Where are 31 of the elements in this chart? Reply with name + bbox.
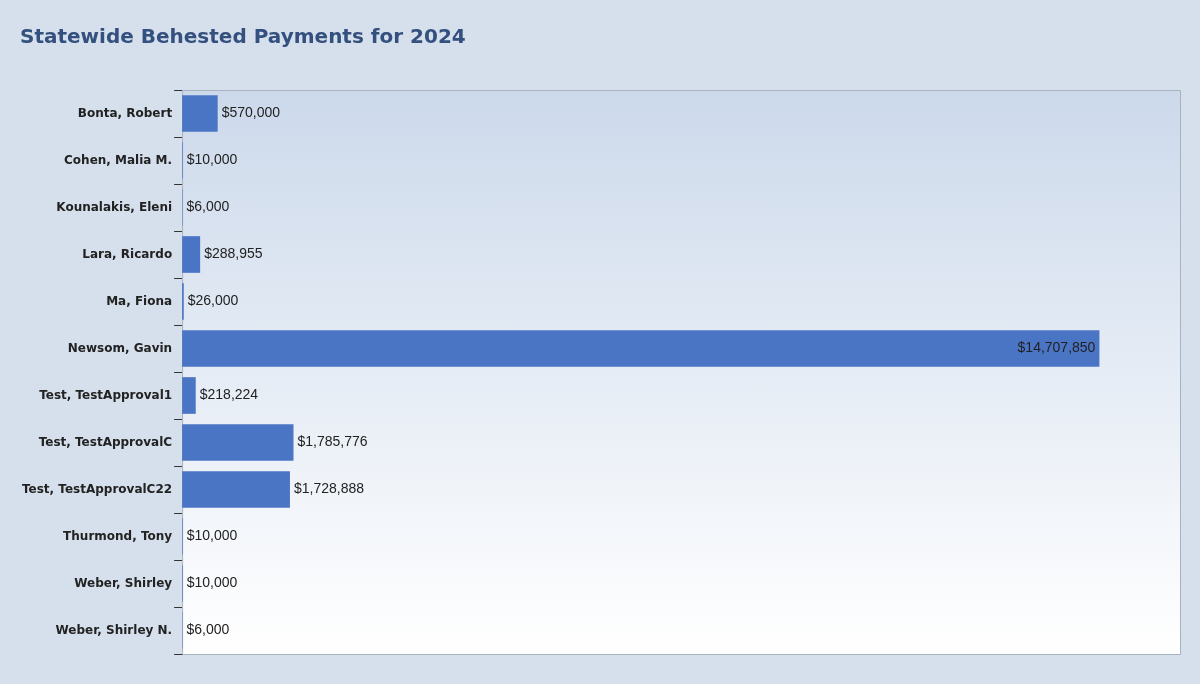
y-tick-label: Lara, Ricardo <box>82 246 173 261</box>
y-tick-label: Cohen, Malia M. <box>64 152 173 167</box>
data-label: $10,000 <box>186 527 238 544</box>
data-label: $218,224 <box>199 386 259 403</box>
data-label: $570,000 <box>221 104 281 121</box>
bar <box>182 424 294 461</box>
data-label: $14,707,850 <box>1017 339 1096 356</box>
y-tick-label: Test, TestApprovalC22 <box>22 481 173 496</box>
data-label: $288,955 <box>204 245 263 262</box>
y-tick-label: Weber, Shirley N. <box>55 622 173 637</box>
y-tick-label: Test, TestApproval1 <box>39 387 173 402</box>
bar <box>182 377 196 414</box>
chart-title: Statewide Behested Payments for 2024 <box>20 24 466 49</box>
y-tick-label: Kounalakis, Eleni <box>56 199 173 214</box>
bar <box>182 95 218 132</box>
data-label: $6,000 <box>186 198 230 215</box>
data-label: $10,000 <box>186 574 238 591</box>
bar <box>182 236 201 273</box>
data-label: $6,000 <box>186 621 230 638</box>
data-label: $1,728,888 <box>293 480 365 497</box>
y-tick-label: Bonta, Robert <box>77 105 173 120</box>
bar <box>182 330 1100 367</box>
data-label: $10,000 <box>186 151 238 168</box>
y-tick-label: Ma, Fiona <box>106 293 173 308</box>
y-tick-label: Newsom, Gavin <box>67 340 173 355</box>
data-label: $1,785,776 <box>297 433 368 450</box>
data-label: $26,000 <box>187 292 239 309</box>
y-tick-label: Weber, Shirley <box>74 575 173 590</box>
y-tick-label: Thurmond, Tony <box>63 528 173 543</box>
y-tick-label: Test, TestApprovalC <box>38 434 173 449</box>
bar <box>182 471 290 508</box>
